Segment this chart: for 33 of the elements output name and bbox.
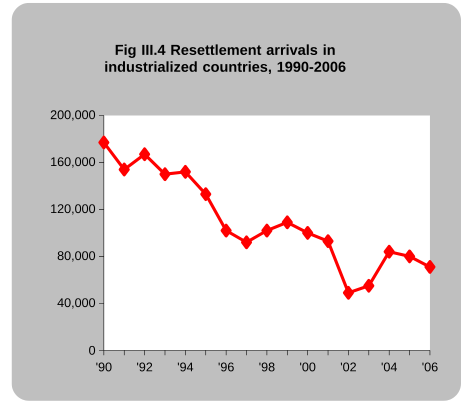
x-tick-label: '02 — [340, 362, 356, 372]
point — [139, 147, 150, 162]
point — [180, 165, 191, 179]
point — [240, 236, 252, 250]
point — [404, 250, 416, 264]
point — [200, 187, 212, 202]
x-tick-label: '06 — [422, 362, 438, 372]
point — [261, 224, 272, 238]
point — [363, 278, 374, 293]
y-tick-label: 0 — [89, 346, 96, 355]
x-tick-label: '96 — [218, 362, 234, 372]
y-tick-label: 40,000 — [57, 298, 96, 309]
point — [424, 260, 436, 274]
point — [302, 226, 314, 240]
point — [322, 234, 334, 248]
point — [342, 286, 354, 300]
x-tick-label: '00 — [300, 362, 316, 372]
point — [118, 162, 130, 176]
x-tick-label: '94 — [178, 362, 194, 372]
y-tick-label: 200,000 — [50, 110, 96, 121]
point — [220, 224, 232, 238]
point — [159, 167, 171, 182]
x-tick-label: '04 — [382, 362, 398, 372]
point — [384, 244, 395, 259]
x-tick-label: '92 — [137, 362, 152, 372]
chart-title: Fig III.4 Resettlement arrivals in industrialized countries, 1990-2006 — [105, 44, 346, 74]
x-tick-label: '98 — [259, 362, 275, 372]
point — [282, 216, 293, 230]
y-tick-label: 120,000 — [51, 204, 96, 215]
point — [98, 136, 110, 150]
y-tick-label: 80,000 — [58, 251, 96, 262]
y-tick-label: 160,000 — [51, 157, 96, 168]
x-tick-label: '90 — [96, 362, 112, 372]
